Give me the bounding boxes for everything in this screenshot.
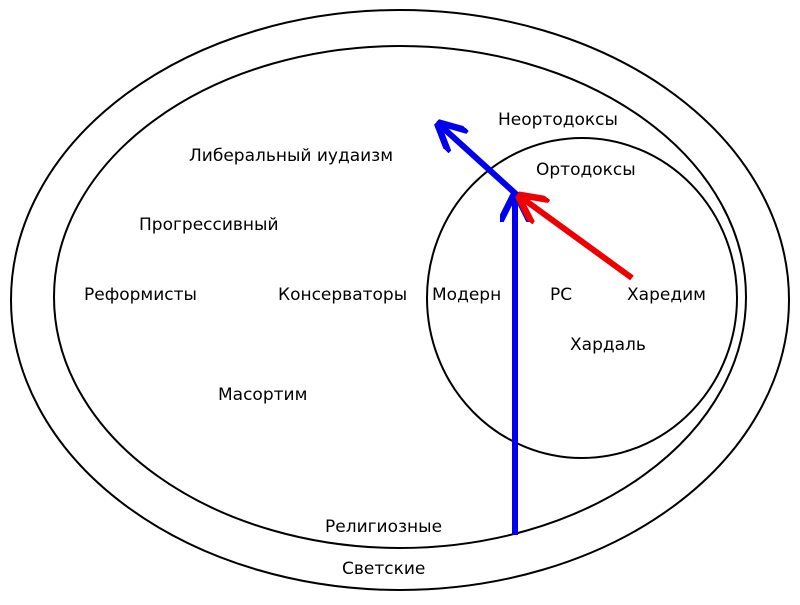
religious-ellipse	[53, 45, 747, 549]
orthodox-circle	[426, 137, 738, 459]
blue-arrow-diagonal	[441, 126, 520, 198]
label-haredim: Харедим	[627, 285, 706, 305]
label-hardal: Хардаль	[570, 335, 646, 355]
label-reformists: Реформисты	[84, 285, 197, 305]
label-neo-orthodox: Неортодоксы	[498, 110, 618, 130]
secular-ellipse	[10, 9, 790, 591]
label-masorti: Масортим	[218, 385, 307, 405]
label-orthodox: Ортодоксы	[536, 160, 636, 180]
label-progressive: Прогрессивный	[139, 215, 279, 235]
label-liberal: Либеральный иудаизм	[189, 146, 393, 166]
label-conservatives: Консерваторы	[278, 285, 407, 305]
label-religious: Религиозные	[325, 517, 442, 537]
red-arrow	[522, 198, 634, 281]
label-secular: Светские	[342, 559, 425, 579]
label-modern: Модерн	[432, 285, 501, 305]
label-rs: РС	[550, 285, 572, 305]
